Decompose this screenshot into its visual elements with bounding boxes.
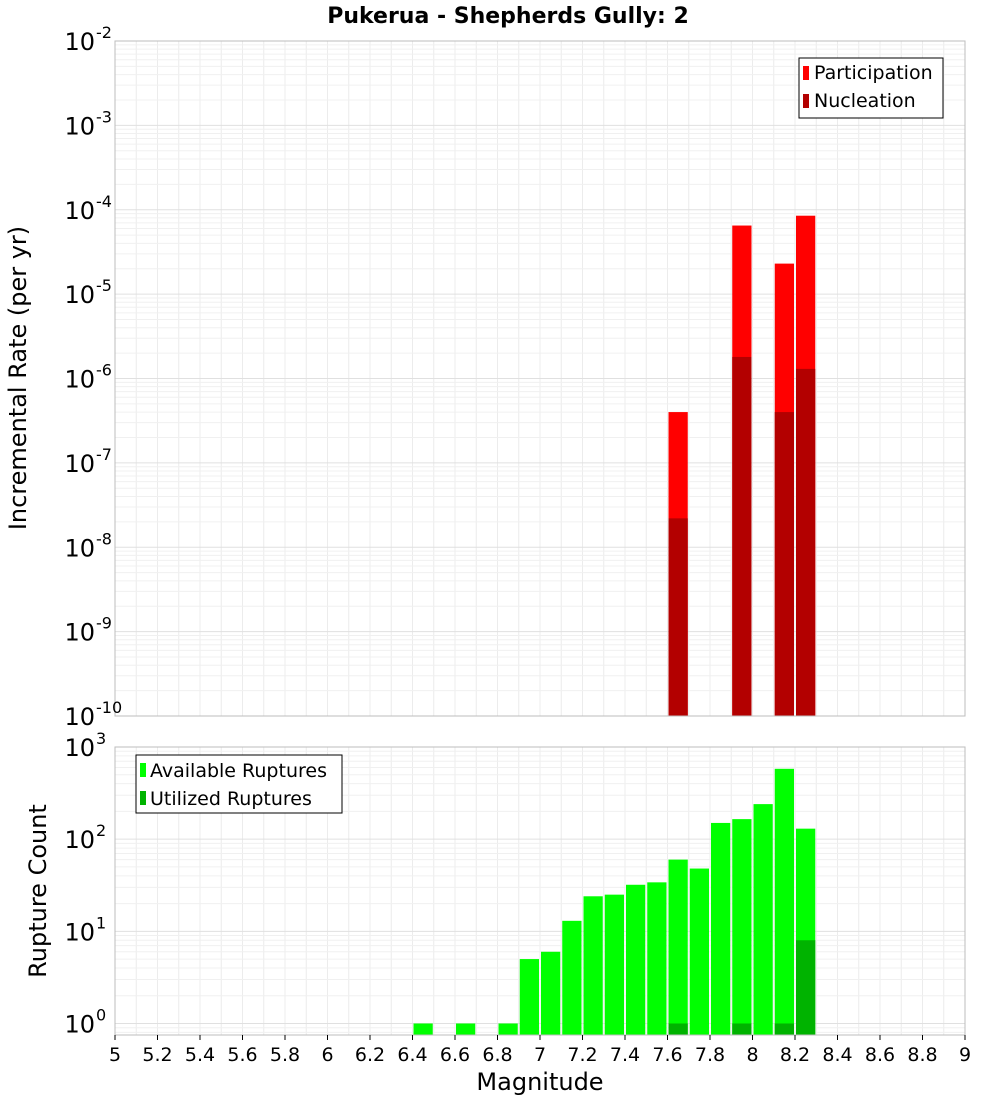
bar-available-ruptures xyxy=(647,882,667,1035)
y-tick-exponent: -5 xyxy=(96,276,112,295)
bar-available-ruptures xyxy=(711,822,731,1035)
y-tick-exponent: 3 xyxy=(96,729,106,748)
bar-available-ruptures xyxy=(413,1023,433,1035)
legend-swatch-participation xyxy=(803,66,809,80)
bottom-y-axis-label: Rupture Count xyxy=(24,804,52,978)
y-tick-label: 10 xyxy=(64,734,95,762)
y-tick-label: 10 xyxy=(64,366,95,394)
y-tick-label: 10 xyxy=(64,826,95,854)
bar-available-ruptures xyxy=(689,868,709,1035)
y-tick-exponent: 1 xyxy=(96,913,106,932)
x-tick-label: 8.2 xyxy=(780,1044,810,1066)
y-tick-label: 10 xyxy=(64,281,95,309)
y-tick-label: 10 xyxy=(64,918,95,946)
y-tick-label: 10 xyxy=(64,703,95,731)
bar-available-ruptures xyxy=(753,804,773,1035)
y-tick-exponent: -6 xyxy=(96,361,112,380)
bar-available-ruptures xyxy=(732,819,752,1035)
legend-label-available: Available Ruptures xyxy=(150,760,327,782)
bar-available-ruptures xyxy=(562,920,582,1035)
y-tick-label: 10 xyxy=(64,112,95,140)
bar-available-ruptures xyxy=(774,768,794,1035)
y-tick-exponent: -9 xyxy=(96,614,112,633)
x-tick-label: 7.2 xyxy=(567,1044,597,1066)
y-tick-label: 10 xyxy=(64,619,95,647)
x-tick-label: 5.4 xyxy=(185,1044,215,1066)
bar-nucleation xyxy=(668,518,688,716)
x-tick-label: 8.6 xyxy=(865,1044,895,1066)
legend-swatch-nucleation xyxy=(803,94,809,108)
bar-available-ruptures xyxy=(498,1023,518,1035)
y-tick-label: 10 xyxy=(64,450,95,478)
y-tick-exponent: -2 xyxy=(96,23,112,42)
x-tick-label: 8.8 xyxy=(907,1044,937,1066)
bar-utilized-ruptures xyxy=(796,940,816,1035)
bar-nucleation xyxy=(796,368,816,716)
x-tick-label: 6.4 xyxy=(397,1044,427,1066)
x-tick-label: 9 xyxy=(959,1044,971,1066)
y-tick-exponent: -4 xyxy=(96,192,112,211)
x-tick-label: 5.2 xyxy=(142,1044,172,1066)
top-y-axis-label: Incremental Rate (per yr) xyxy=(4,226,32,530)
chart-title: Pukerua - Shepherds Gully: 2 xyxy=(327,4,689,29)
x-axis-label: Magnitude xyxy=(476,1068,603,1096)
bar-available-ruptures xyxy=(519,959,539,1035)
x-tick-label: 8 xyxy=(746,1044,758,1066)
top-legend-box xyxy=(798,57,944,119)
legend-label-participation: Participation xyxy=(814,62,933,84)
x-tick-label: 5.6 xyxy=(227,1044,257,1066)
bottom-legend: Available Ruptures Utilized Ruptures xyxy=(135,754,343,814)
bar-available-ruptures xyxy=(604,894,624,1035)
x-tick-label: 6.6 xyxy=(440,1044,470,1066)
legend-swatch-utilized xyxy=(140,791,146,805)
bar-nucleation xyxy=(732,356,752,716)
x-tick-label: 6 xyxy=(321,1044,333,1066)
y-tick-exponent: -7 xyxy=(96,445,112,464)
bar-available-ruptures xyxy=(583,896,603,1035)
bar-available-ruptures xyxy=(626,884,646,1035)
x-tick-label: 5 xyxy=(109,1044,121,1066)
bar-utilized-ruptures xyxy=(732,1023,752,1035)
y-tick-exponent: -10 xyxy=(96,698,122,717)
top-bars xyxy=(668,215,816,717)
bar-nucleation xyxy=(774,412,794,716)
bar-available-ruptures xyxy=(541,951,561,1035)
bar-available-ruptures xyxy=(456,1023,476,1035)
x-tick-label: 6.8 xyxy=(482,1044,512,1066)
bottom-bars xyxy=(413,768,816,1035)
x-tick-label: 8.4 xyxy=(822,1044,852,1066)
legend-swatch-available xyxy=(140,763,146,777)
y-tick-label: 10 xyxy=(64,28,95,56)
legend-label-utilized: Utilized Ruptures xyxy=(150,788,312,810)
bar-utilized-ruptures xyxy=(774,1023,794,1035)
y-tick-label: 10 xyxy=(64,1010,95,1038)
y-tick-exponent: -8 xyxy=(96,529,112,548)
y-tick-exponent: -3 xyxy=(96,107,112,126)
x-tick-label: 7 xyxy=(534,1044,546,1066)
bar-utilized-ruptures xyxy=(668,1023,688,1035)
legend-label-nucleation: Nucleation xyxy=(814,90,916,112)
top-plot-frame xyxy=(114,40,966,717)
y-tick-exponent: 2 xyxy=(96,821,106,840)
y-tick-label: 10 xyxy=(64,197,95,225)
bottom-x-ticks: 5 5.2 5.4 5.6 5.8 6 6.2 6.4 6.6 6.8 7 7.2 7.4 7.6 7.8 8… xyxy=(109,1035,971,1066)
top-legend: Participation Nucleation xyxy=(798,57,944,119)
x-tick-label: 6.2 xyxy=(355,1044,385,1066)
bottom-legend-box xyxy=(135,754,343,814)
top-grid xyxy=(114,40,966,717)
y-tick-exponent: 0 xyxy=(96,1005,106,1024)
y-tick-label: 10 xyxy=(64,534,95,562)
x-tick-label: 7.4 xyxy=(610,1044,640,1066)
x-tick-label: 5.8 xyxy=(270,1044,300,1066)
x-tick-label: 7.8 xyxy=(695,1044,725,1066)
bar-available-ruptures xyxy=(668,859,688,1035)
x-tick-label: 7.6 xyxy=(652,1044,682,1066)
